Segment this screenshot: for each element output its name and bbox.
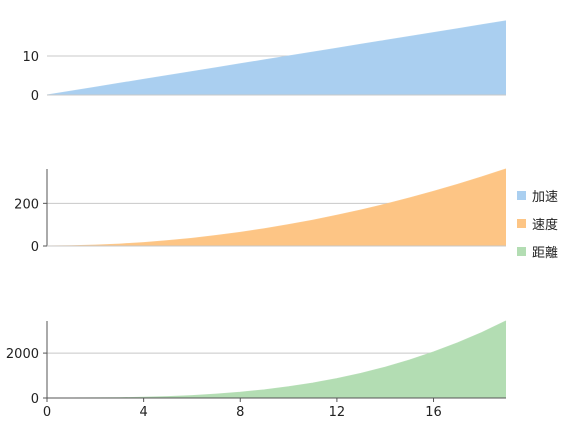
legend-label-distance: 距離: [532, 245, 559, 261]
x-tick-label: 8: [236, 405, 244, 420]
legend-label-acceleration: 加速: [532, 189, 559, 205]
x-tick-label: 0: [43, 405, 51, 420]
area-edge-acceleration: [46, 20, 507, 96]
legend-swatch-distance: [517, 246, 526, 256]
y-tick-label-acceleration: 10: [22, 50, 39, 65]
y-tick-label-velocity: 200: [14, 197, 39, 212]
area-edge-velocity: [46, 168, 507, 247]
legend-item-distance[interactable]: 距離: [517, 237, 575, 265]
x-tick-label: 4: [139, 405, 147, 420]
y-tick-label-distance: 2000: [6, 347, 39, 362]
legend: 加速 速度 距離: [517, 181, 575, 265]
y-tick-label-acceleration: 0: [31, 89, 39, 104]
legend-label-velocity: 速度: [532, 217, 559, 233]
x-tick-label: 12: [329, 405, 346, 420]
y-tick-label-velocity: 0: [31, 240, 39, 255]
area-velocity: [47, 169, 506, 246]
x-tick-label: 16: [425, 405, 442, 420]
y-tick-label-distance: 0: [31, 392, 39, 407]
legend-swatch-velocity: [517, 218, 526, 228]
legend-swatch-acceleration: [517, 190, 526, 200]
area-distance: [47, 321, 506, 398]
legend-item-acceleration[interactable]: 加速: [517, 181, 575, 209]
area-acceleration: [47, 20, 506, 95]
legend-item-velocity[interactable]: 速度: [517, 209, 575, 237]
